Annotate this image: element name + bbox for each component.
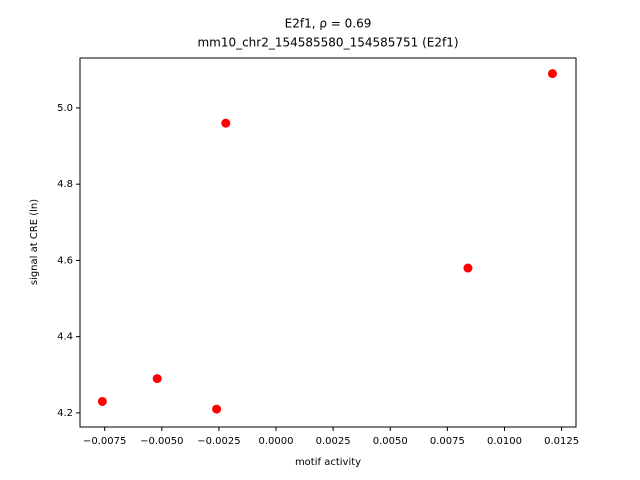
- point: [221, 118, 231, 128]
- y-tick-label: 4.6: [57, 255, 73, 266]
- y-axis-label: signal at CRE (ln): [29, 199, 40, 285]
- x-tick-label: −0.0025: [197, 436, 240, 447]
- point: [547, 69, 557, 79]
- point: [212, 404, 222, 414]
- point: [463, 263, 473, 273]
- y-tick-label: 4.8: [57, 179, 73, 190]
- x-tick-label: 0.0025: [316, 436, 351, 447]
- x-tick-label: 0.0050: [373, 436, 408, 447]
- y-tick-label: 4.4: [57, 332, 73, 343]
- point: [97, 396, 107, 406]
- x-tick-label: 0.0125: [544, 436, 579, 447]
- x-tick-label: −0.0075: [83, 436, 126, 447]
- plot-frame: [79, 57, 577, 428]
- x-tick-label: 0.0000: [259, 436, 294, 447]
- chart-title: E2f1, ρ = 0.69: [285, 17, 372, 31]
- y-tick-label: 4.2: [57, 408, 73, 419]
- y-tick-label: 5.0: [57, 103, 73, 114]
- x-axis-label: motif activity: [295, 457, 361, 468]
- point: [152, 374, 162, 384]
- x-tick-label: −0.0050: [140, 436, 183, 447]
- chart-subtitle: mm10_chr2_154585580_154585751 (E2f1): [197, 36, 458, 50]
- x-tick-label: 0.0100: [487, 436, 522, 447]
- x-tick-label: 0.0075: [430, 436, 465, 447]
